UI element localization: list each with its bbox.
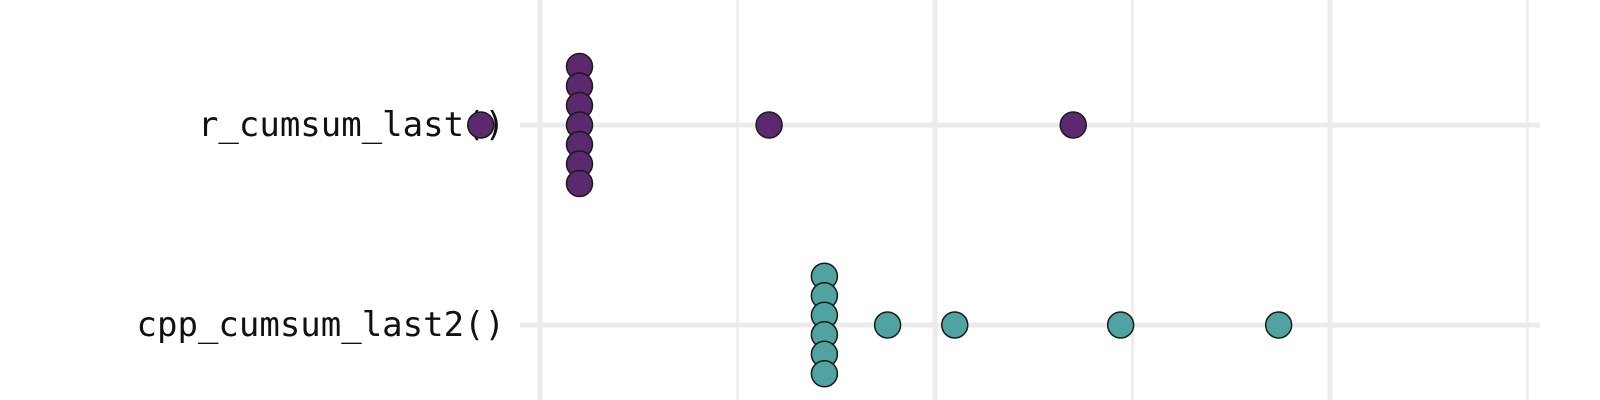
category-axis-labels: r_cumsum_last() cpp_cumsum_last2(): [137, 105, 505, 345]
data-dot-s1-p3-0: [1106, 311, 1135, 339]
grid-lines: [520, 0, 1540, 400]
data-dot-s1-p4-0: [1264, 311, 1293, 339]
data-dot-s0-p2-0: [755, 111, 783, 139]
data-points: [467, 52, 1293, 388]
data-dot-s0-p0-0: [467, 111, 495, 139]
data-dot-s1-p2-0: [941, 311, 969, 339]
category-label-1: cpp_cumsum_last2(): [137, 305, 505, 345]
category-label-0: r_cumsum_last(): [198, 105, 505, 145]
data-dot-s1-p1-0: [873, 311, 902, 339]
data-dot-s0-p3-0: [1059, 111, 1087, 139]
data-dot-s0-p1-6: [565, 169, 594, 198]
data-dot-s1-p0-5: [810, 360, 839, 388]
